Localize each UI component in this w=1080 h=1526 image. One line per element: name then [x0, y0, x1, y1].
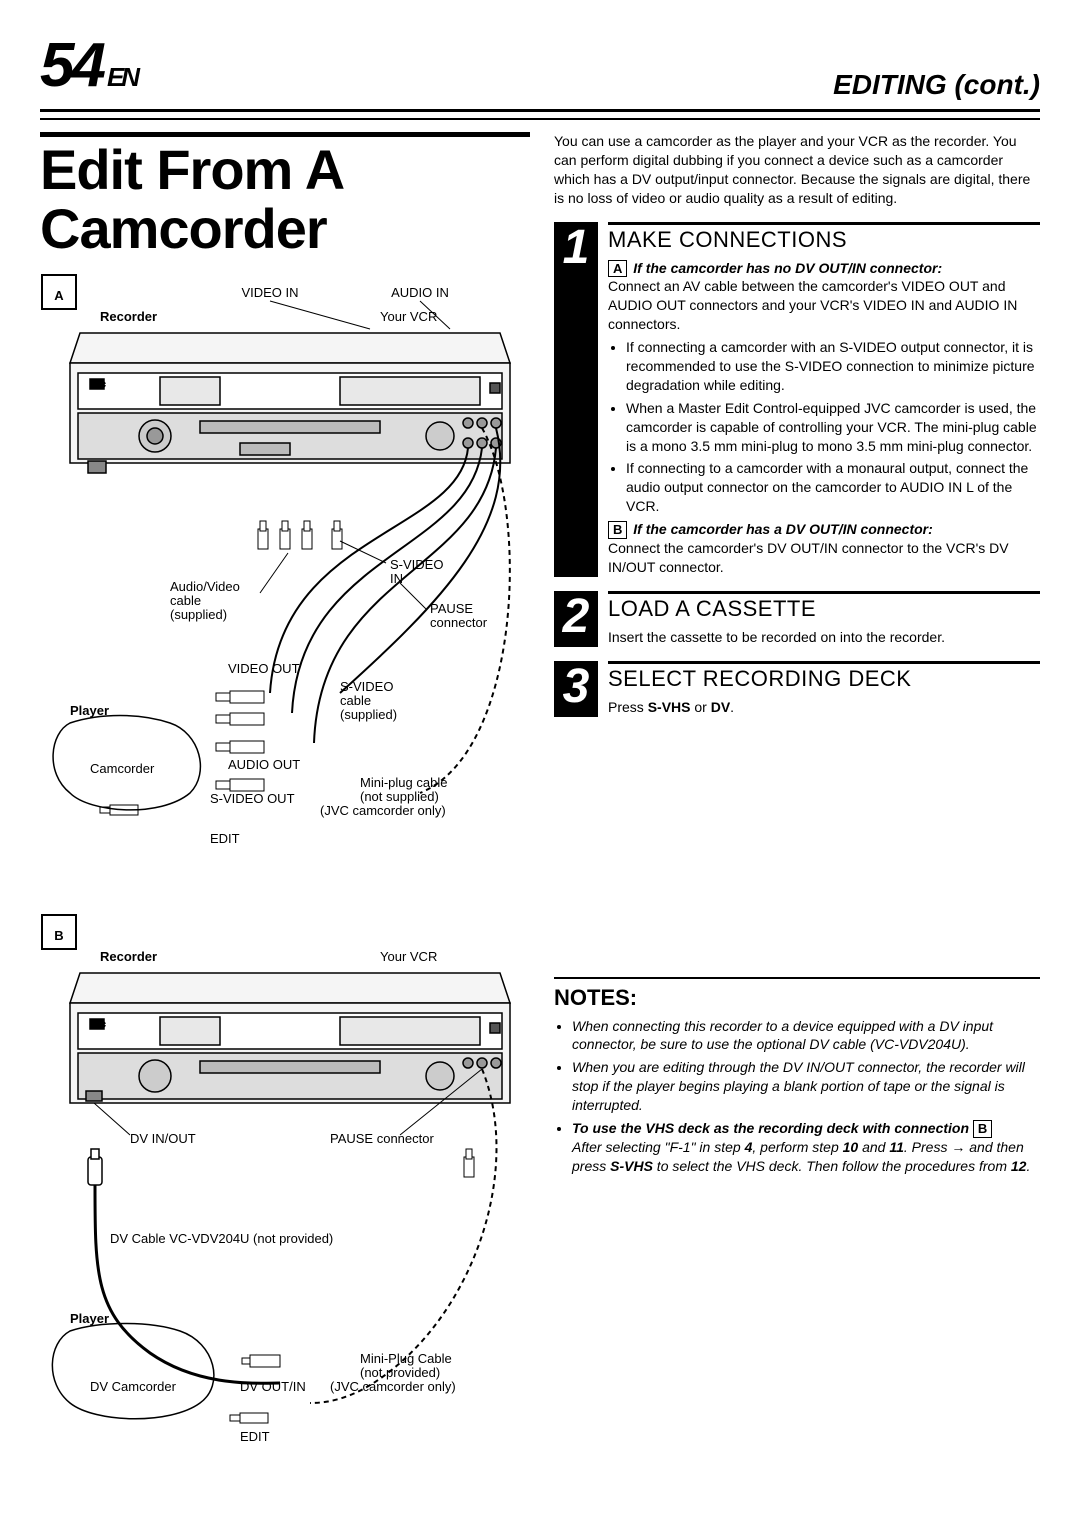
step-num-box: 3 — [554, 661, 598, 717]
step1-head-a: If the camcorder has no DV OUT/IN connec… — [633, 260, 942, 276]
svg-text:Recorder: Recorder — [100, 949, 157, 964]
page-number: 54 — [40, 31, 103, 100]
step3-body: Press S-VHS or DV. — [608, 698, 1040, 717]
step-title: LOAD A CASSETTE — [608, 591, 1040, 622]
svg-text:(supplied): (supplied) — [340, 707, 397, 722]
diagram-b: B Recorder Your VCR JVC — [40, 913, 530, 1453]
intro-text: You can use a camcorder as the player an… — [554, 132, 1040, 208]
step1-bullets: If connecting a camcorder with an S-VIDE… — [608, 338, 1040, 516]
svg-text:DV OUT/IN: DV OUT/IN — [240, 1379, 306, 1394]
right-column: You can use a camcorder as the player an… — [554, 132, 1040, 1473]
step-num-box: 1 — [554, 222, 598, 577]
svg-text:(not supplied): (not supplied) — [360, 789, 439, 804]
svg-text:JVC: JVC — [92, 382, 105, 389]
svg-text:B: B — [54, 928, 63, 943]
svg-text:DV Cable VC-VDV204U (not provi: DV Cable VC-VDV204U (not provided) — [110, 1231, 333, 1246]
header-rule-2 — [40, 118, 1040, 120]
step-body: LOAD A CASSETTE Insert the cassette to b… — [608, 591, 1040, 647]
header-rule — [40, 109, 1040, 112]
step1-body-a: Connect an AV cable between the camcorde… — [608, 278, 1017, 332]
svg-text:Your VCR: Your VCR — [380, 949, 437, 964]
svg-text:Camcorder: Camcorder — [90, 761, 155, 776]
step-title: MAKE CONNECTIONS — [608, 222, 1040, 253]
note: When connecting this recorder to a devic… — [572, 1017, 1040, 1055]
svg-text:(supplied): (supplied) — [170, 607, 227, 622]
step-body: MAKE CONNECTIONS A If the camcorder has … — [608, 222, 1040, 577]
step1-head-b: If the camcorder has a DV OUT/IN connect… — [633, 521, 933, 537]
diagram-a-badge: A — [54, 288, 64, 303]
svg-text:Mini-plug cable: Mini-plug cable — [360, 775, 447, 790]
step-body: SELECT RECORDING DECK Press S-VHS or DV. — [608, 661, 1040, 717]
page-lang: EN — [107, 62, 137, 92]
notes-title: NOTES: — [554, 985, 1040, 1011]
columns: Edit From A Camcorder A VIDEO IN AUDIO I… — [40, 132, 1040, 1473]
svg-text:PAUSE: PAUSE — [430, 601, 473, 616]
svg-text:(JVC camcorder only): (JVC camcorder only) — [330, 1379, 456, 1394]
note-3: To use the VHS deck as the recording dec… — [572, 1119, 1040, 1176]
svg-text:EDIT: EDIT — [240, 1429, 270, 1444]
svg-text:JVC: JVC — [92, 1022, 105, 1029]
notes-list: When connecting this recorder to a devic… — [554, 1017, 1040, 1176]
svg-text:AUDIO IN: AUDIO IN — [391, 285, 449, 300]
svg-text:S-VIDEO: S-VIDEO — [390, 557, 443, 572]
step-num-box: 2 — [554, 591, 598, 647]
diagram-a: A VIDEO IN AUDIO IN Recorder Your VCR JV… — [40, 273, 530, 893]
left-title: Edit From A Camcorder — [40, 141, 530, 259]
bullet: If connecting to a camcorder with a mona… — [626, 459, 1040, 516]
svg-text:Recorder: Recorder — [100, 309, 157, 324]
bullet: When a Master Edit Control-equipped JVC … — [626, 399, 1040, 456]
svg-text:VIDEO IN: VIDEO IN — [241, 285, 298, 300]
svg-text:cable: cable — [170, 593, 201, 608]
page-header: 54EN EDITING (cont.) — [40, 30, 1040, 101]
svg-text:AUDIO OUT: AUDIO OUT — [228, 757, 300, 772]
step-num: 3 — [563, 663, 590, 711]
step-1: 1 MAKE CONNECTIONS A If the camcorder ha… — [554, 222, 1040, 577]
step2-body: Insert the cassette to be recorded on in… — [608, 628, 1040, 647]
step-num: 2 — [563, 593, 590, 641]
step-title: SELECT RECORDING DECK — [608, 661, 1040, 692]
step-1-content: A If the camcorder has no DV OUT/IN conn… — [608, 259, 1040, 577]
svg-text:connector: connector — [430, 615, 488, 630]
svg-text:EDIT: EDIT — [210, 831, 240, 846]
step-2: 2 LOAD A CASSETTE Insert the cassette to… — [554, 591, 1040, 647]
svg-text:(not provided): (not provided) — [360, 1365, 440, 1380]
steps: 1 MAKE CONNECTIONS A If the camcorder ha… — [554, 222, 1040, 717]
notes-section: NOTES: When connecting this recorder to … — [554, 977, 1040, 1176]
svg-text:Mini-Plug Cable: Mini-Plug Cable — [360, 1351, 452, 1366]
step-num: 1 — [563, 224, 590, 272]
left-title-rule — [40, 132, 530, 137]
step1-body-b: Connect the camcorder's DV OUT/IN connec… — [608, 540, 1009, 575]
svg-text:DV IN/OUT: DV IN/OUT — [130, 1131, 196, 1146]
diagram-b-svg: B Recorder Your VCR JVC — [40, 913, 530, 1453]
bullet: If connecting a camcorder with an S-VIDE… — [626, 338, 1040, 395]
svg-text:S-VIDEO: S-VIDEO — [340, 679, 393, 694]
page-number-block: 54EN — [40, 30, 137, 101]
svg-text:cable: cable — [340, 693, 371, 708]
diagram-a-svg: A VIDEO IN AUDIO IN Recorder Your VCR JV… — [40, 273, 530, 893]
left-column: Edit From A Camcorder A VIDEO IN AUDIO I… — [40, 132, 530, 1473]
box-b: B — [608, 521, 627, 539]
svg-text:VIDEO OUT: VIDEO OUT — [228, 661, 300, 676]
step-3: 3 SELECT RECORDING DECK Press S-VHS or D… — [554, 661, 1040, 717]
svg-text:DV Camcorder: DV Camcorder — [90, 1379, 177, 1394]
svg-text:(JVC camcorder only): (JVC camcorder only) — [320, 803, 446, 818]
svg-text:Audio/Video: Audio/Video — [170, 579, 240, 594]
svg-text:PAUSE connector: PAUSE connector — [330, 1131, 434, 1146]
box-a: A — [608, 260, 627, 278]
section-title: EDITING (cont.) — [833, 69, 1040, 101]
svg-text:S-VIDEO OUT: S-VIDEO OUT — [210, 791, 295, 806]
svg-text:Your VCR: Your VCR — [380, 309, 437, 324]
note: When you are editing through the DV IN/O… — [572, 1058, 1040, 1115]
